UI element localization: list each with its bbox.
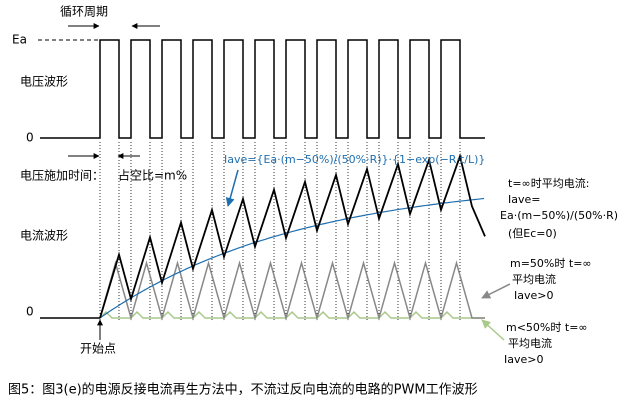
current-zero: 0 (26, 305, 34, 319)
note: Ea·(m−50%)/(50%·R) (500, 209, 618, 222)
arrow (481, 283, 511, 299)
voltage-wave (40, 39, 485, 139)
start-label: 开始点 (80, 342, 116, 356)
note: 平均电流 (512, 272, 556, 286)
note: t=∞时平均电流: (508, 176, 589, 190)
voltage-title: 电压波形 (20, 75, 68, 89)
arrow (481, 319, 505, 341)
voltage-zero: 0 (26, 131, 34, 145)
note: (但Ec=0) (508, 227, 557, 240)
caption: 图5：图3(e)的电源反接电流再生方法中，不流过反向电流的电路的PWM工作波形 (8, 382, 478, 398)
formula: Iave={Ea·(m−50%)/(50%·R)}·{1−exp(−R·t/L)… (224, 153, 485, 166)
duty-label: 占空比=m% (118, 168, 187, 183)
note: m<50%时 t=∞ (506, 321, 588, 334)
voltage-high: Ea (12, 33, 27, 47)
current-mlt50 (99, 310, 485, 319)
average-curve (99, 197, 485, 319)
arrow (225, 169, 239, 207)
waveforms (40, 39, 486, 322)
note: Iave>0 (504, 353, 543, 366)
note: Iave>0 (514, 289, 553, 302)
note: Iave= (508, 193, 540, 206)
on-time-label: 电压施加时间： (20, 169, 104, 183)
current-title: 电流波形 (20, 229, 68, 243)
cycle-label: 循环周期 (60, 5, 108, 19)
current-m50 (99, 260, 485, 321)
note: 平均电流 (508, 336, 552, 350)
note: m=50%时 t=∞ (510, 257, 592, 270)
current-wave (99, 153, 486, 319)
